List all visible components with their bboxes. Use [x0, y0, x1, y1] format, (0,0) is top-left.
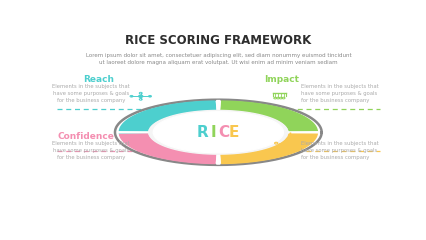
Polygon shape — [119, 101, 216, 133]
Polygon shape — [216, 154, 220, 164]
Text: Lorem ipsum dolor sit amet, consectetuer adipiscing elit, sed diam nonummy euism: Lorem ipsum dolor sit amet, consectetuer… — [86, 53, 351, 65]
Text: Effort: Effort — [265, 132, 294, 141]
Polygon shape — [149, 110, 288, 154]
Text: E: E — [229, 125, 239, 140]
Text: C: C — [218, 125, 229, 140]
Polygon shape — [118, 132, 149, 133]
Text: Confidence: Confidence — [58, 132, 114, 141]
Polygon shape — [221, 133, 317, 163]
Polygon shape — [216, 101, 220, 110]
Polygon shape — [120, 134, 216, 163]
Polygon shape — [221, 101, 317, 132]
Text: Elements in the subjects that
have some purposes & goals
for the business compan: Elements in the subjects that have some … — [52, 84, 130, 103]
Polygon shape — [153, 112, 283, 153]
Text: ⬤: ⬤ — [139, 94, 142, 98]
Text: Elements in the subjects that
have some purposes & goals
for the business compan: Elements in the subjects that have some … — [52, 141, 130, 160]
Text: Elements in the subjects that
have some purposes & goals
for the business compan: Elements in the subjects that have some … — [301, 84, 379, 103]
Text: Impact: Impact — [265, 75, 299, 84]
Text: RICE SCORING FRAMEWORK: RICE SCORING FRAMEWORK — [125, 34, 311, 47]
Text: Elements in the subjects that
have some purposes & goals
for the business compan: Elements in the subjects that have some … — [301, 141, 379, 160]
Text: ★: ★ — [138, 138, 143, 142]
Text: I: I — [210, 125, 216, 140]
Polygon shape — [288, 132, 319, 133]
Text: R: R — [197, 125, 208, 140]
Text: Reach: Reach — [83, 75, 114, 84]
